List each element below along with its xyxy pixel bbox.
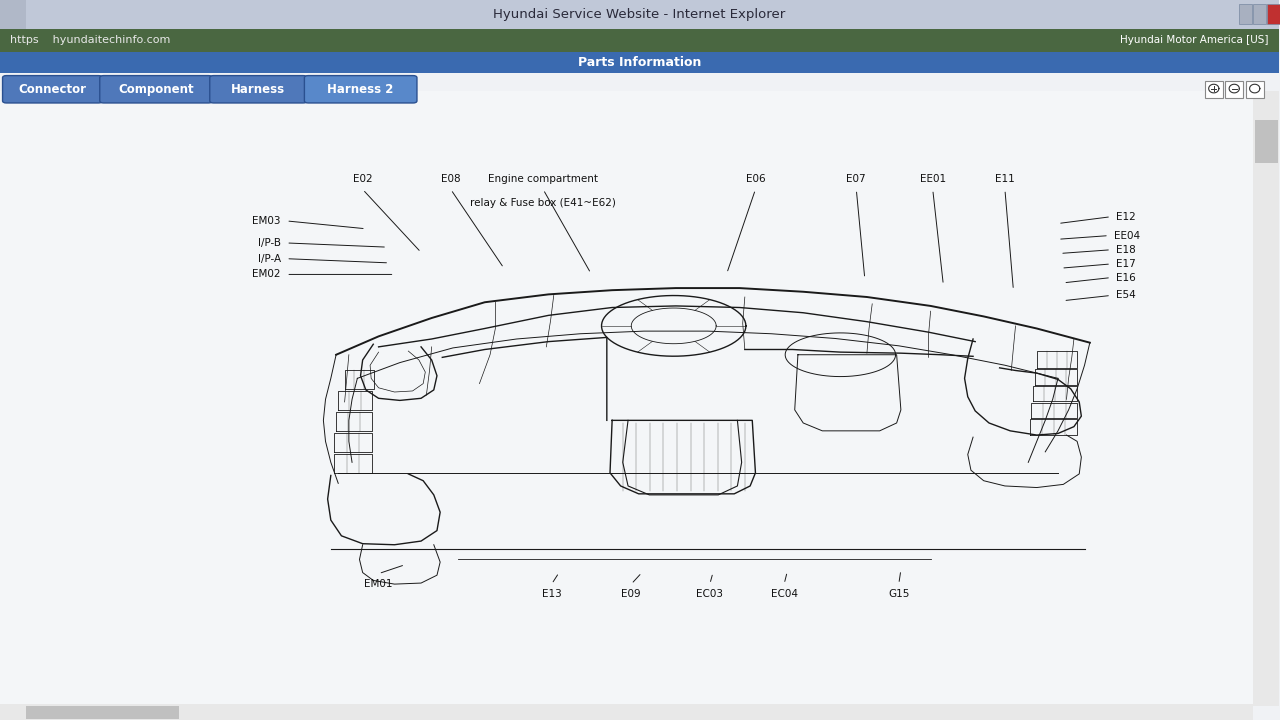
- Bar: [0, 29, 1279, 52]
- Text: relay & Fuse box (E41~E62): relay & Fuse box (E41~E62): [470, 198, 616, 208]
- FancyBboxPatch shape: [3, 76, 102, 103]
- FancyBboxPatch shape: [210, 76, 307, 103]
- Text: E08: E08: [442, 174, 461, 184]
- Text: Connector: Connector: [18, 83, 87, 96]
- Bar: [0, 704, 1253, 720]
- Text: I/P-A: I/P-A: [257, 253, 280, 264]
- Text: EM03: EM03: [252, 216, 280, 226]
- Bar: [1267, 4, 1280, 24]
- Bar: [1239, 4, 1252, 24]
- Text: G15: G15: [888, 590, 910, 599]
- Text: E11: E11: [995, 174, 1015, 184]
- Bar: [1245, 81, 1263, 98]
- Text: EE04: EE04: [1115, 230, 1140, 240]
- Bar: [1204, 81, 1222, 98]
- Text: Hyundai Service Website - Internet Explorer: Hyundai Service Website - Internet Explo…: [493, 8, 786, 21]
- Text: E17: E17: [1116, 259, 1137, 269]
- Text: EE01: EE01: [919, 174, 946, 184]
- Text: Parts Information: Parts Information: [577, 56, 701, 69]
- Text: E54: E54: [1116, 290, 1137, 300]
- Text: Harness 2: Harness 2: [328, 83, 394, 96]
- Text: Engine compartment: Engine compartment: [488, 174, 598, 184]
- Text: Harness: Harness: [232, 83, 285, 96]
- FancyBboxPatch shape: [305, 76, 417, 103]
- Text: E09: E09: [621, 590, 641, 599]
- Text: EC03: EC03: [696, 590, 723, 599]
- Text: E02: E02: [353, 174, 372, 184]
- Bar: [1253, 91, 1279, 706]
- Text: E16: E16: [1116, 273, 1137, 282]
- Bar: [1253, 4, 1266, 24]
- Text: EC04: EC04: [771, 590, 797, 599]
- Text: E12: E12: [1116, 212, 1137, 222]
- Bar: [0, 0, 26, 29]
- Text: EM01: EM01: [365, 579, 393, 589]
- FancyBboxPatch shape: [100, 76, 212, 103]
- Bar: [1225, 81, 1243, 98]
- Text: EM02: EM02: [252, 269, 280, 279]
- Bar: [0, 91, 1253, 706]
- Text: E06: E06: [746, 174, 765, 184]
- Text: E13: E13: [541, 590, 562, 599]
- Text: I/P-B: I/P-B: [259, 238, 280, 248]
- Text: E18: E18: [1116, 245, 1137, 255]
- Bar: [1254, 120, 1277, 163]
- Bar: [0, 52, 1279, 73]
- Bar: [26, 706, 179, 719]
- Text: E07: E07: [846, 174, 867, 184]
- Text: Component: Component: [118, 83, 193, 96]
- Text: https    hyundaitechinfo.com: https hyundaitechinfo.com: [10, 35, 170, 45]
- Text: Hyundai Motor America [US]: Hyundai Motor America [US]: [1120, 35, 1268, 45]
- Bar: [0, 0, 1279, 29]
